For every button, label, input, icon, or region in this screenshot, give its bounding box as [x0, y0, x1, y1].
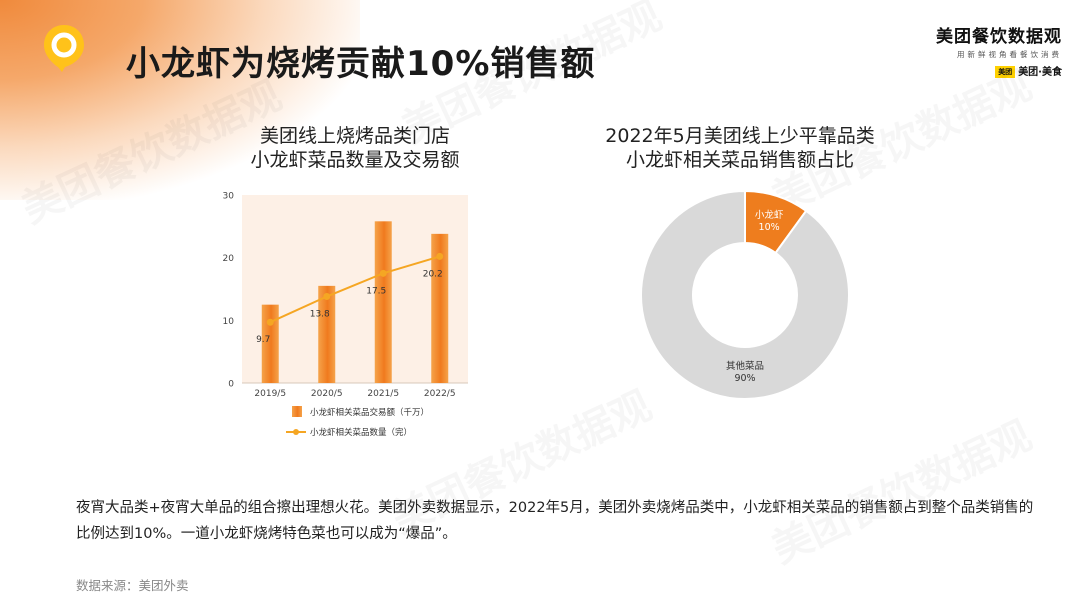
brand-sub: 美团 美团·美食: [912, 63, 1062, 78]
data-label: 20.2: [423, 269, 443, 279]
series-line: [269, 255, 441, 324]
watermark: 美团餐饮数据观: [761, 404, 1039, 575]
slice-value-label: 10%: [759, 222, 780, 233]
y-tick-label: 30: [223, 192, 235, 202]
bar: [318, 285, 336, 383]
left-chart-title-line1: 美团线上烧烤品类门店: [259, 125, 450, 147]
line-point: [436, 252, 444, 260]
legend-bar-swatch: [292, 406, 302, 417]
line-point: [266, 318, 274, 326]
body-paragraph: 夜宵大品类+夜宵大单品的组合擦出理想火花。美团外卖数据显示，2022年5月，美团…: [76, 500, 1034, 542]
y-tick-label: 20: [223, 254, 235, 264]
data-label: 13.8: [310, 310, 330, 320]
slice-label: 小龙虾: [755, 209, 784, 221]
bar: [431, 233, 449, 383]
left-chart-title: 美团线上烧烤品类门店 小龙虾菜品数量及交易额: [210, 124, 500, 172]
brand-logo: 美团餐饮数据观 用新鲜视角看餐饮消费 美团 美团·美食: [912, 22, 1062, 78]
brand-sub-label: 美团·美食: [1018, 67, 1062, 78]
data-label: 9.7: [256, 335, 270, 345]
line-point: [379, 269, 387, 277]
y-tick-label: 0: [228, 380, 234, 390]
x-tick-label: 2022/5: [424, 389, 456, 399]
right-chart-title: 2022年5月美团线上少平靠品类 小龙虾相关菜品销售额占比: [570, 124, 910, 172]
right-chart-title-line2: 小龙虾相关菜品销售额占比: [625, 149, 854, 171]
donut-slice: [640, 190, 850, 400]
legend-bar-label: 小龙虾相关菜品交易额（千万）: [310, 407, 429, 418]
right-chart-title-line1: 2022年5月美团线上少平靠品类: [605, 125, 875, 147]
legend-line-marker: [293, 429, 299, 435]
x-tick-label: 2021/5: [367, 389, 399, 399]
page-title: 小龙虾为烧烤贡献10%销售额: [126, 44, 596, 84]
slice-label: 其他菜品: [726, 360, 764, 372]
brand-tagline: 用新鲜视角看餐饮消费: [957, 50, 1062, 59]
data-label: 17.5: [366, 286, 386, 296]
left-chart-title-line2: 小龙虾菜品数量及交易额: [250, 149, 460, 171]
x-tick-label: 2019/5: [254, 389, 286, 399]
combo-chart: 0 10 20 30 2019/5 2020/5 2021/5 2022/5 9.7 13.8 17…: [223, 192, 468, 438]
legend-line-label: 小龙虾相关菜品数量（完）: [310, 427, 412, 438]
x-tick-label: 2020/5: [311, 389, 343, 399]
y-tick-label: 10: [223, 317, 235, 327]
slice-value-label: 90%: [734, 373, 755, 384]
location-pin-icon: [44, 25, 84, 72]
bar: [374, 221, 392, 383]
plot-area: [242, 195, 468, 383]
data-source: 数据来源：美团外卖: [76, 578, 189, 593]
line-point: [323, 293, 331, 301]
brand-name: 美团餐饮数据观: [936, 27, 1062, 47]
brand-box: 美团: [995, 66, 1016, 78]
bar: [261, 304, 279, 383]
